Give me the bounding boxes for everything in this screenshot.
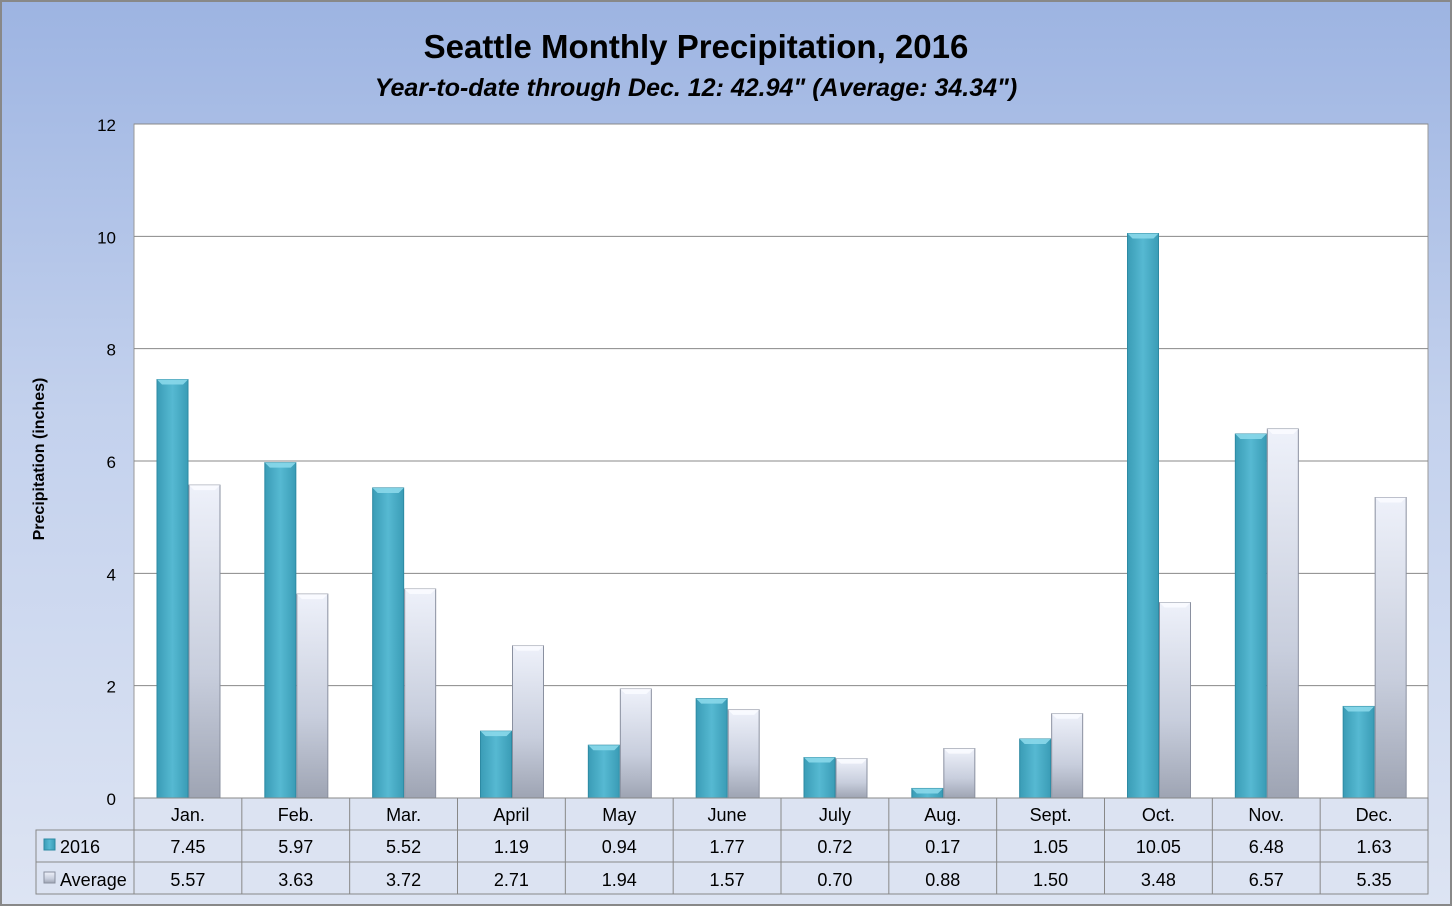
bar-average-10 (1266, 428, 1299, 799)
bar-2016-11 (1342, 705, 1375, 799)
bar-bevel (480, 731, 512, 737)
bar-average-5 (727, 709, 760, 799)
data-label: 10.05 (1136, 837, 1181, 857)
bar-bevel (264, 462, 296, 468)
category-label: Aug. (924, 805, 961, 825)
bar-bevel (296, 594, 328, 600)
bar-bevel (1019, 739, 1051, 745)
bar-average-11 (1374, 497, 1407, 799)
bar-2016-6 (803, 757, 836, 799)
data-label: 3.48 (1141, 870, 1176, 890)
bar-bevel (512, 645, 544, 651)
data-label: 5.52 (386, 837, 421, 857)
data-label: 1.63 (1357, 837, 1392, 857)
legend-swatch-average (43, 871, 56, 884)
category-label: Dec. (1356, 805, 1393, 825)
bar-average-8 (1051, 713, 1084, 799)
bar-bevel (804, 757, 835, 763)
data-label: 5.97 (278, 837, 313, 857)
bar-bevel (157, 379, 188, 385)
category-label: May (602, 805, 636, 825)
bar-bevel (943, 748, 975, 754)
data-label: 1.19 (494, 837, 529, 857)
bar-bevel (1159, 602, 1191, 608)
data-label: 0.70 (817, 870, 852, 890)
data-label: 3.63 (278, 870, 313, 890)
category-label: June (708, 805, 747, 825)
bar-2016-10 (1234, 433, 1267, 799)
bar-bevel (1127, 233, 1159, 239)
category-label: Sept. (1030, 805, 1072, 825)
bar-average-7 (943, 748, 976, 799)
category-label: Oct. (1142, 805, 1175, 825)
bar-2016-8 (1019, 738, 1052, 799)
category-label: Mar. (386, 805, 421, 825)
y-tick-label: 8 (107, 341, 116, 360)
chart-subtitle: Year-to-date through Dec. 12: 42.94" (Av… (374, 74, 1018, 102)
category-label: Nov. (1248, 805, 1284, 825)
data-label: 6.48 (1249, 837, 1284, 857)
data-label: 0.88 (925, 870, 960, 890)
y-tick-label: 12 (97, 116, 116, 135)
bar-bevel (836, 758, 867, 764)
bar-bevel (1375, 497, 1407, 503)
bar-2016-5 (695, 698, 728, 799)
bar-bevel (1051, 713, 1083, 719)
category-label: July (819, 805, 851, 825)
bar-average-3 (512, 645, 544, 799)
data-label: 1.05 (1033, 837, 1068, 857)
y-tick-label: 2 (107, 678, 116, 697)
y-tick-label: 4 (107, 565, 116, 584)
data-label: 1.77 (710, 837, 745, 857)
data-label: 6.57 (1249, 870, 1284, 890)
bar-2016-3 (480, 730, 512, 799)
bar-bevel (1343, 706, 1375, 712)
legend-label: 2016 (60, 837, 100, 857)
data-label: 0.94 (602, 837, 637, 857)
y-tick-label: 6 (107, 453, 116, 472)
bar-bevel (588, 745, 620, 751)
data-label: 3.72 (386, 870, 421, 890)
bar-bevel (189, 485, 220, 491)
bar-bevel (728, 709, 760, 715)
data-label: 1.50 (1033, 870, 1068, 890)
bar-bevel (1267, 428, 1299, 434)
y-tick-label: 0 (107, 790, 116, 809)
bar-bevel (1235, 434, 1267, 440)
bar-average-4 (619, 688, 652, 799)
data-label: 2.71 (494, 870, 529, 890)
data-label: 7.45 (170, 837, 205, 857)
bar-bevel (404, 589, 436, 595)
bar-average-9 (1159, 602, 1191, 799)
data-label: 5.57 (170, 870, 205, 890)
data-label: 0.17 (925, 837, 960, 857)
bar-bevel (911, 788, 943, 794)
bar-2016-2 (372, 487, 405, 799)
bar-2016-4 (587, 744, 620, 799)
category-label: Jan. (171, 805, 205, 825)
category-label: April (493, 805, 529, 825)
legend-label: Average (60, 870, 127, 890)
bar-average-2 (404, 588, 437, 799)
bar-2016-1 (264, 462, 297, 799)
legend-swatch-2016 (43, 838, 56, 851)
data-label: 1.57 (710, 870, 745, 890)
chart-title: Seattle Monthly Precipitation, 2016 (423, 28, 969, 65)
bar-2016-0 (156, 379, 189, 799)
y-tick-label: 10 (97, 228, 116, 247)
bar-bevel (696, 698, 728, 704)
category-label: Feb. (278, 805, 314, 825)
bar-average-0 (188, 484, 221, 799)
bar-bevel (620, 689, 652, 695)
data-label: 1.94 (602, 870, 637, 890)
data-label: 0.72 (817, 837, 852, 857)
bar-average-1 (296, 593, 329, 799)
bar-average-6 (835, 758, 868, 799)
bar-2016-9 (1127, 233, 1159, 799)
data-label: 5.35 (1357, 870, 1392, 890)
bar-bevel (372, 487, 404, 493)
